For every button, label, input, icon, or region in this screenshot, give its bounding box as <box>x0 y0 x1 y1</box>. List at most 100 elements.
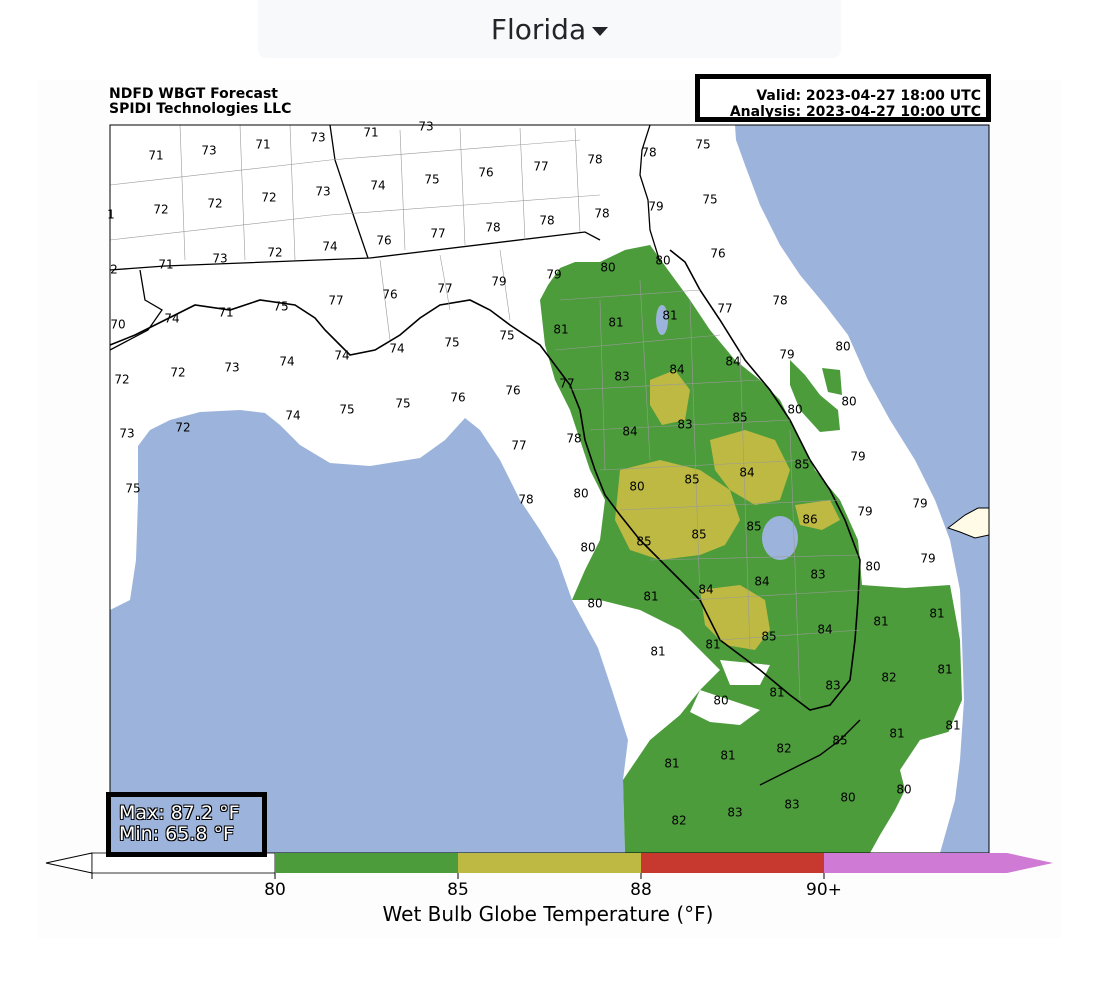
point-value-label: 84 <box>754 575 769 589</box>
point-value-label: 79 <box>779 348 794 362</box>
point-value-label: 81 <box>889 727 904 741</box>
point-value-label: 72 <box>114 373 129 387</box>
point-value-label: 75 <box>702 193 717 207</box>
point-value-label: 75 <box>339 403 354 417</box>
colorbar-below-extend <box>45 852 93 874</box>
colorbar <box>45 852 1053 879</box>
max-min-box: Max: 87.2 °F Min: 65.8 °F <box>106 792 267 857</box>
lake-george <box>656 305 668 335</box>
point-value-label: 71 <box>218 306 233 320</box>
point-value-label: 77 <box>717 302 732 316</box>
point-value-label: 79 <box>850 450 865 464</box>
max-value: Max: 87.2 °F <box>119 802 240 824</box>
point-value-label: 83 <box>825 679 840 693</box>
point-value-label: 72 <box>207 197 222 211</box>
valid-time: Valid: 2023-04-27 18:00 UTC <box>756 88 981 104</box>
point-value-label: 75 <box>395 397 410 411</box>
point-value-label: 81 <box>705 638 720 652</box>
point-value-label: 72 <box>153 203 168 217</box>
point-value-label: 78 <box>641 146 656 160</box>
point-value-label: 70 <box>110 318 125 332</box>
point-value-label: 77 <box>437 282 452 296</box>
point-value-label: 72 <box>267 246 282 260</box>
point-value-label: 77 <box>559 377 574 391</box>
point-value-label: 71 <box>363 126 378 140</box>
valid-time-box: Valid: 2023-04-27 18:00 UTC Analysis: 20… <box>695 74 991 122</box>
state-border <box>109 231 601 271</box>
point-value-label: 82 <box>881 671 896 685</box>
point-values: 71 73 71 73 71 73 72 72 72 73 74 75 76 77 78 78 75 1 2 71 73… <box>107 120 960 828</box>
point-value-label: 73 <box>119 427 134 441</box>
lake-okeechobee <box>762 516 798 560</box>
point-value-label: 85 <box>732 411 747 425</box>
wbgt-80-85-area <box>790 360 840 432</box>
point-value-label: 81 <box>769 686 784 700</box>
point-value-label: 83 <box>784 798 799 812</box>
point-value-label: 79 <box>912 497 927 511</box>
point-value-label: 83 <box>727 806 742 820</box>
point-value-label: 71 <box>255 138 270 152</box>
point-value-label: 81 <box>553 323 568 337</box>
point-value-label: 80 <box>835 340 850 354</box>
point-value-label: 2 <box>110 263 118 277</box>
point-value-label: 80 <box>573 487 588 501</box>
point-value-label: 84 <box>725 355 740 369</box>
wbgt-85-88-area <box>650 370 690 425</box>
wbgt-85-88-area <box>795 500 840 530</box>
point-value-label: 73 <box>310 131 325 145</box>
colorbar-above-extend <box>1007 853 1053 873</box>
point-value-label: 79 <box>920 552 935 566</box>
point-value-label: 81 <box>643 590 658 604</box>
point-value-label: 75 <box>273 300 288 314</box>
point-value-label: 77 <box>430 227 445 241</box>
point-value-label: 73 <box>201 144 216 158</box>
point-value-label: 83 <box>677 418 692 432</box>
point-value-label: 83 <box>810 568 825 582</box>
point-value-label: 71 <box>148 149 163 163</box>
point-value-label: 74 <box>279 355 294 369</box>
point-value-label: 80 <box>840 791 855 805</box>
point-value-label: 79 <box>491 275 506 289</box>
point-value-label: 76 <box>376 234 391 248</box>
point-value-label: 78 <box>587 153 602 167</box>
wbgt-85-88-area <box>710 430 790 505</box>
figure-title-line1: NDFD WBGT Forecast <box>109 86 278 102</box>
point-value-label: 77 <box>511 439 526 453</box>
point-value-label: 76 <box>710 247 725 261</box>
point-value-label: 80 <box>787 403 802 417</box>
point-value-label: 81 <box>945 719 960 733</box>
point-value-label: 72 <box>175 421 190 435</box>
colorbar-label-80: 80 <box>264 880 286 900</box>
point-value-label: 73 <box>418 120 433 134</box>
point-value-label: 80 <box>580 541 595 555</box>
state-dropdown-label: Florida <box>490 12 587 46</box>
point-value-label: 85 <box>761 630 776 644</box>
florida-coastline <box>109 249 861 711</box>
point-value-label: 81 <box>873 615 888 629</box>
point-value-label: 80 <box>655 254 670 268</box>
figure-title-line2: SPIDI Technologies LLC <box>109 101 292 117</box>
point-value-label: 73 <box>224 361 239 375</box>
colorbar-85-88 <box>458 853 641 873</box>
point-value-label: 75 <box>125 482 140 496</box>
point-value-label: 81 <box>664 757 679 771</box>
point-value-label: 85 <box>636 535 651 549</box>
point-value-label: 85 <box>832 734 847 748</box>
map-white-patch <box>690 690 760 725</box>
point-value-label: 86 <box>802 513 817 527</box>
point-value-label: 84 <box>622 425 637 439</box>
county-lines <box>109 124 863 701</box>
point-value-label: 74 <box>322 240 337 254</box>
point-value-label: 80 <box>865 560 880 574</box>
point-value-label: 85 <box>794 458 809 472</box>
point-value-label: 75 <box>499 329 514 343</box>
point-value-label: 1 <box>107 208 115 222</box>
point-value-label: 74 <box>285 409 300 423</box>
point-value-label: 75 <box>424 173 439 187</box>
point-value-label: 80 <box>896 783 911 797</box>
wbgt-85-88-area <box>615 460 740 560</box>
point-value-label: 84 <box>698 583 713 597</box>
state-dropdown[interactable]: Florida <box>258 0 841 58</box>
point-value-label: 73 <box>315 185 330 199</box>
analysis-time: Analysis: 2023-04-27 10:00 UTC <box>729 104 981 120</box>
